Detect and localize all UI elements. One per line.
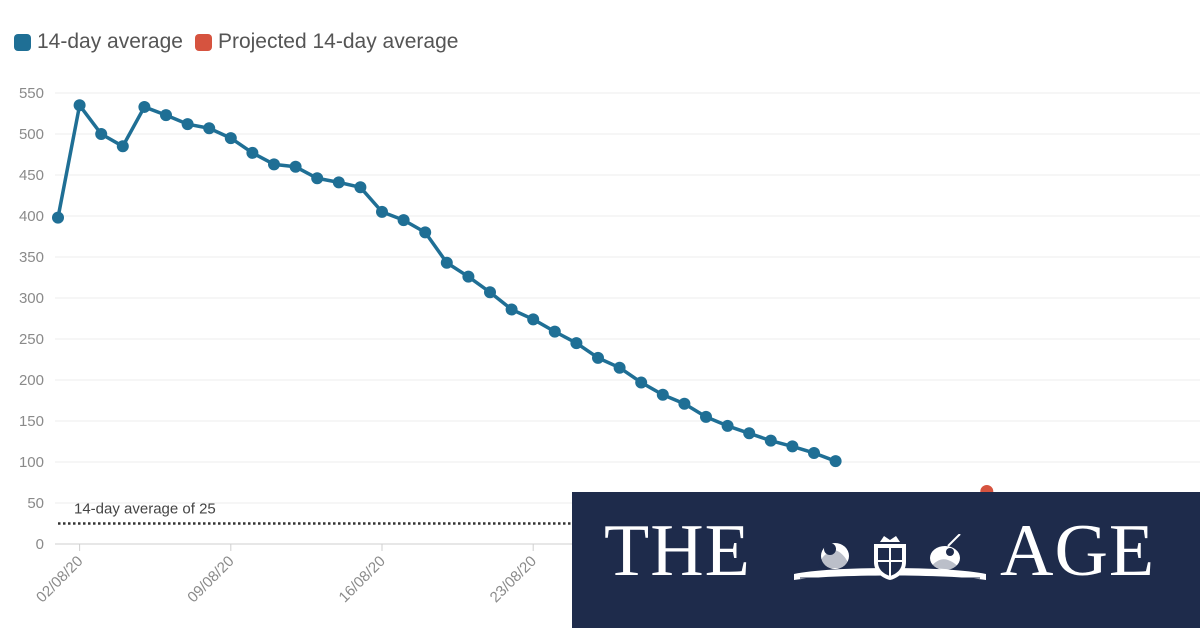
data-point-0-16 xyxy=(397,214,410,227)
y-tick-label: 0 xyxy=(36,536,44,553)
legend-swatch-average xyxy=(14,33,31,51)
data-point-0-15 xyxy=(376,205,388,218)
data-point-0-10 xyxy=(268,158,280,171)
data-point-0-8 xyxy=(224,132,237,145)
y-tick-label: 450 xyxy=(19,167,44,184)
data-point-0-9 xyxy=(246,146,259,159)
legend-item-projected[interactable]: Projected 14-day average xyxy=(194,30,459,54)
data-point-0-30 xyxy=(700,410,712,423)
data-point-0-11 xyxy=(289,160,302,173)
y-tick-label: 350 xyxy=(19,249,44,266)
chart-legend: 14-day average Projected 14-day average xyxy=(14,30,458,54)
data-point-0-17 xyxy=(419,226,432,239)
data-point-0-7 xyxy=(203,122,216,135)
data-point-0-19 xyxy=(462,270,475,283)
y-tick-label: 150 xyxy=(19,413,44,430)
legend-item-average[interactable]: 14-day average xyxy=(14,30,183,54)
data-point-0-4 xyxy=(138,100,151,113)
data-point-0-14 xyxy=(354,181,367,194)
data-point-0-27 xyxy=(635,376,648,389)
data-point-0-22 xyxy=(527,313,540,326)
y-tick-label: 250 xyxy=(19,331,44,348)
data-point-0-5 xyxy=(160,109,172,122)
x-tick-label: 02/08/20 xyxy=(33,553,86,606)
y-tick-label: 500 xyxy=(19,126,44,143)
data-point-0-0 xyxy=(52,211,64,224)
series-line-0 xyxy=(56,103,837,463)
data-point-0-2 xyxy=(95,128,108,140)
data-point-0-31 xyxy=(721,419,734,432)
data-point-0-35 xyxy=(808,446,820,459)
data-point-0-24 xyxy=(570,337,583,350)
masthead-word-age: AGE xyxy=(1000,510,1156,592)
data-point-0-28 xyxy=(656,388,669,401)
data-point-0-33 xyxy=(764,434,777,447)
legend-swatch-projected xyxy=(194,33,212,51)
data-point-0-20 xyxy=(484,286,496,299)
data-point-0-29 xyxy=(678,397,691,410)
data-point-0-36 xyxy=(829,455,842,468)
y-tick-label: 200 xyxy=(19,372,44,389)
data-point-0-25 xyxy=(592,351,604,364)
data-point-0-23 xyxy=(548,325,561,338)
y-tick-label: 100 xyxy=(19,454,44,471)
data-point-0-6 xyxy=(181,118,194,131)
y-tick-label: 50 xyxy=(27,495,44,512)
data-point-0-34 xyxy=(786,440,799,453)
y-tick-label: 550 xyxy=(19,85,44,102)
x-tick-label: 23/08/20 xyxy=(487,553,540,606)
y-tick-label: 400 xyxy=(19,208,44,225)
data-point-0-18 xyxy=(440,256,453,269)
data-point-0-3 xyxy=(116,140,129,153)
legend-label-average: 14-day average xyxy=(37,30,183,53)
the-age-masthead: THE AGE xyxy=(572,492,1200,628)
reference-line-label: 14-day average of 25 xyxy=(74,501,216,518)
data-point-0-13 xyxy=(332,176,345,189)
masthead-word-the: THE xyxy=(604,510,751,592)
data-point-0-1 xyxy=(73,99,86,112)
y-tick-label: 300 xyxy=(19,290,44,307)
data-point-0-32 xyxy=(743,427,756,440)
data-point-0-21 xyxy=(505,303,518,316)
x-tick-label: 09/08/20 xyxy=(184,553,237,606)
data-point-0-12 xyxy=(311,172,324,185)
data-point-0-26 xyxy=(613,361,626,374)
x-tick-label: 16/08/20 xyxy=(336,553,389,606)
legend-label-projected: Projected 14-day average xyxy=(217,30,459,53)
royal-crest-icon xyxy=(794,534,986,580)
